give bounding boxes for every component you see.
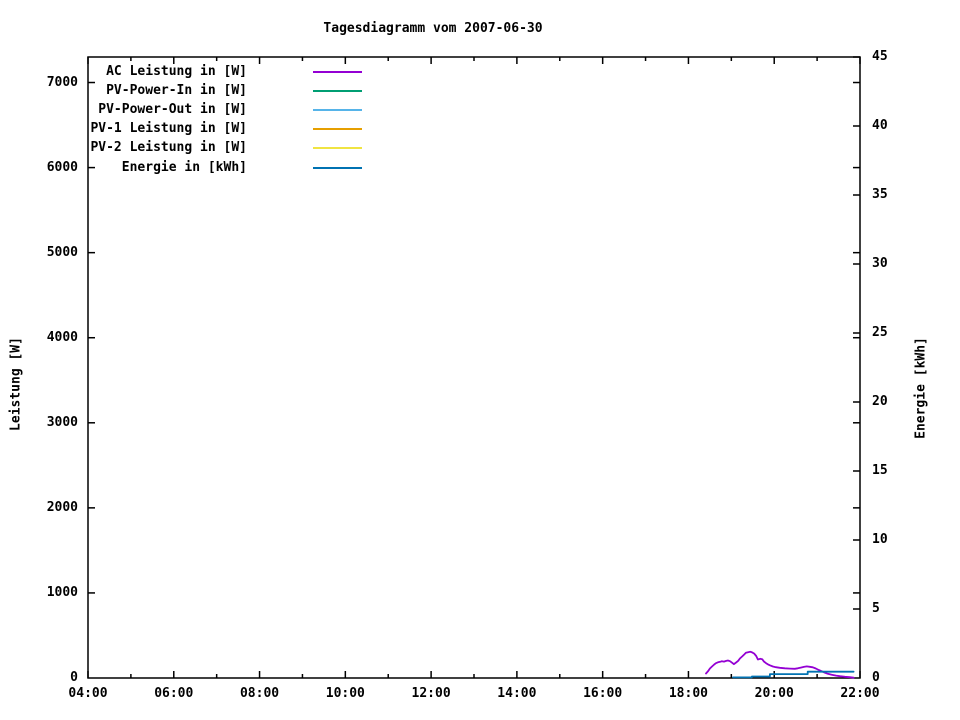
series-line-energie-in-kwh — [732, 670, 855, 679]
legend-label-pv-power-out-in-w: PV-Power-Out in [W] — [98, 101, 247, 117]
legend-color-sample-pv-power-in-in-w — [313, 89, 362, 92]
legend-label-pv-1-leistung-in-w: PV-1 Leistung in [W] — [90, 121, 247, 137]
series-line-ac-leistung-in-w — [705, 650, 855, 679]
y-tick-label-right: 40 — [872, 118, 888, 133]
y-tick-label-left: 3000 — [46, 414, 78, 430]
legend-color-sample-pv-1-leistung-in-w — [313, 128, 362, 131]
y-tick-label-right: 35 — [872, 187, 888, 202]
y-tick-label-right: 10 — [872, 532, 888, 547]
y-tick-label-right: 5 — [872, 601, 880, 616]
y-tick-label-left: 0 — [70, 670, 78, 685]
x-tick-label: 12:00 — [411, 686, 451, 701]
y-tick-label-right: 25 — [872, 325, 888, 340]
y-tick-label-left: 6000 — [46, 159, 78, 175]
legend-label-pv-power-in-in-w: PV-Power-In in [W] — [106, 82, 247, 98]
legend-color-sample-pv-power-out-in-w — [313, 108, 362, 111]
y-tick-label-left: 7000 — [46, 74, 78, 90]
x-tick-label: 18:00 — [668, 686, 708, 701]
legend-color-sample-ac-leistung-in-w — [313, 70, 362, 73]
chart-title: Tagesdiagramm vom 2007-06-30 — [323, 21, 543, 36]
x-tick-label: 06:00 — [154, 686, 194, 701]
y-tick-label-left: 5000 — [46, 244, 78, 260]
y-tick-label-left: 1000 — [46, 584, 78, 600]
x-tick-label: 04:00 — [68, 686, 108, 701]
legend-color-sample-pv-2-leistung-in-w — [313, 147, 362, 150]
legend-label-energie-in-kwh: Energie in [kWh] — [121, 159, 247, 175]
y-tick-label-right: 20 — [872, 394, 888, 409]
y-tick-label-right: 45 — [872, 49, 888, 64]
y-tick-label-right: 15 — [872, 463, 888, 478]
legend-color-sample-energie-in-kwh — [313, 166, 362, 169]
y-tick-label-left: 2000 — [46, 499, 78, 515]
legend-label-pv-2-leistung-in-w: PV-2 Leistung in [W] — [90, 140, 247, 156]
y-tick-label-right: 30 — [872, 256, 888, 271]
x-tick-label: 16:00 — [583, 686, 623, 701]
x-tick-label: 20:00 — [754, 686, 794, 701]
y-tick-label-right: 0 — [872, 670, 880, 685]
x-tick-label: 14:00 — [497, 686, 537, 701]
y-tick-label-left: 4000 — [46, 329, 78, 345]
x-tick-label: 08:00 — [239, 686, 280, 701]
x-tick-label: 22:00 — [840, 686, 880, 701]
legend-label-ac-leistung-in-w: AC Leistung in [W] — [106, 63, 247, 79]
plot-border — [87, 56, 861, 679]
x-tick-label: 10:00 — [325, 686, 365, 701]
